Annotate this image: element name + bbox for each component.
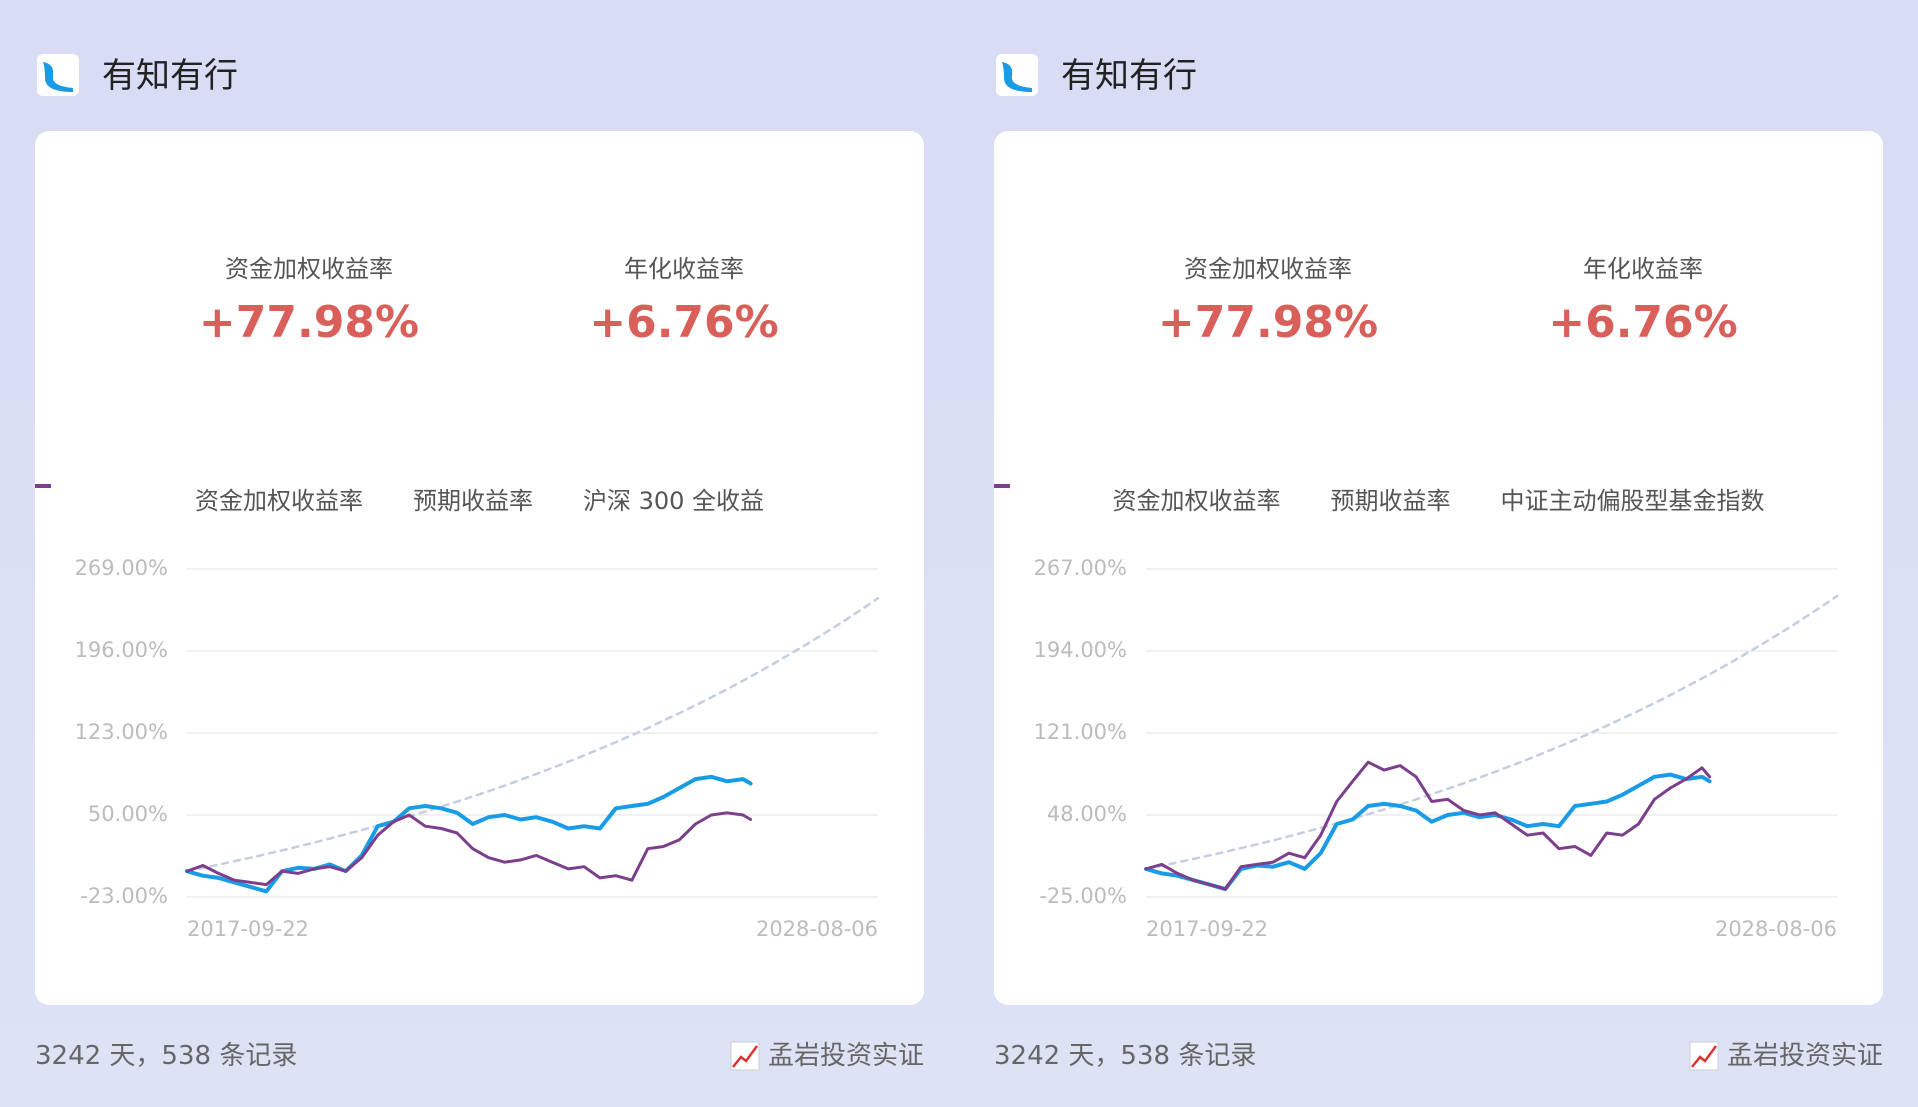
series-line: [1144, 594, 1839, 871]
series-line: [185, 811, 753, 887]
logo: [37, 54, 79, 96]
card: 资金加权收益率 +77.98% 年化收益率 +6.76% 资金加权收益率 预期收益率中…: [994, 131, 1883, 1005]
legend: 资金加权收益率 预期收益率 中证主动偏股型基金指数: [994, 483, 1883, 519]
legend-label: 资金加权收益率: [1112, 487, 1281, 515]
card: 资金加权收益率 +77.98% 年化收益率 +6.76% 资金加权收益率 预期收益率沪…: [35, 131, 924, 1005]
legend-label: 预期收益率: [412, 487, 533, 515]
stat: 年化收益率 +6.76%: [1463, 249, 1823, 353]
stat: 年化收益率 +6.76%: [504, 249, 864, 353]
y-tick-label: 269.00%: [75, 556, 168, 580]
y-tick-label: 48.00%: [1047, 802, 1127, 826]
stat-label: 年化收益率: [1583, 255, 1703, 283]
logo: [996, 54, 1038, 96]
legend-item: 沪深 300 全收益: [35, 483, 765, 519]
y-tick-label: -25.00%: [1039, 884, 1127, 908]
legend-marker: [994, 484, 1010, 488]
legend-label: 沪深 300 全收益: [582, 487, 765, 515]
legend-item: 预期收益率: [995, 483, 1451, 519]
y-tick-label: 123.00%: [75, 720, 168, 744]
legend-label: 资金加权收益率: [194, 487, 363, 515]
footer-left: 3242 天，538 条记录: [994, 1041, 1257, 1071]
stat-value: +77.98%: [198, 297, 420, 348]
series-line: [185, 596, 880, 873]
footer-icon: [1689, 1041, 1719, 1071]
chart: -25.00% 48.00% 121.00% 194.00% 267.00% 2017-0…: [1034, 556, 1839, 941]
y-tick-label: 50.00%: [88, 802, 168, 826]
y-tick-label: 121.00%: [1034, 720, 1127, 744]
y-tick-label: 196.00%: [75, 638, 168, 662]
stat: 资金加权收益率 +77.98%: [129, 249, 489, 353]
brand: 有知有行: [102, 56, 238, 96]
x-tick-label: 2017-09-22: [187, 917, 309, 941]
stat-label: 资金加权收益率: [225, 255, 393, 283]
legend-label: 预期收益率: [1330, 487, 1451, 515]
footer-icon: [730, 1041, 760, 1071]
x-tick-label: 2017-09-22: [1146, 917, 1268, 941]
stat-value: +77.98%: [1157, 297, 1379, 348]
legend: 资金加权收益率 预期收益率 沪深 300 全收益: [35, 483, 924, 519]
panel: 有知有行 资金加权收益率 +77.98% 年化收益率 +6.76% 资金加权收益率预…: [35, 0, 924, 1107]
x-tick-label: 2028-08-06: [756, 917, 878, 941]
series-line: [185, 774, 753, 894]
legend-marker: [35, 484, 51, 488]
x-tick-label: 2028-08-06: [1715, 917, 1837, 941]
y-tick-label: -23.00%: [80, 884, 168, 908]
stat-label: 资金加权收益率: [1184, 255, 1352, 283]
brand: 有知有行: [1061, 56, 1197, 96]
footer-left: 3242 天，538 条记录: [35, 1041, 298, 1071]
panel: 有知有行 资金加权收益率 +77.98% 年化收益率 +6.76% 资金加权收益率预…: [994, 0, 1883, 1107]
legend-item: 资金加权收益率: [994, 483, 1281, 519]
y-tick-label: 194.00%: [1034, 638, 1127, 662]
footer-right: 孟岩投资实证: [730, 1036, 924, 1076]
stat-value: +6.76%: [589, 297, 779, 348]
footer-right: 孟岩投资实证: [1689, 1036, 1883, 1076]
series-line: [1144, 760, 1712, 891]
stat-value: +6.76%: [1548, 297, 1738, 348]
stat: 资金加权收益率 +77.98%: [1088, 249, 1448, 353]
footer-text: 孟岩投资实证: [767, 1041, 924, 1071]
legend-label: 中证主动偏股型基金指数: [1500, 487, 1765, 515]
chart: -23.00% 50.00% 123.00% 196.00% 269.00% 2017-0…: [75, 556, 880, 941]
footer-text: 孟岩投资实证: [1726, 1041, 1883, 1071]
y-tick-label: 267.00%: [1034, 556, 1127, 580]
stat-label: 年化收益率: [624, 255, 744, 283]
legend-item: 中证主动偏股型基金指数: [994, 483, 1765, 519]
